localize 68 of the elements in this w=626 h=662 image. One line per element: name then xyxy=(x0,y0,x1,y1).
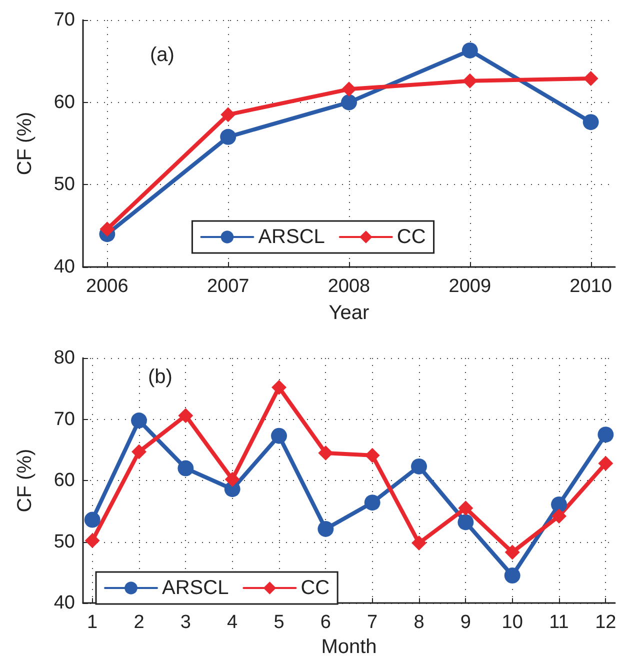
x-tick-label: 2008 xyxy=(328,276,370,297)
point xyxy=(411,458,427,474)
legend-label: CC xyxy=(300,577,330,599)
annotation: (b) xyxy=(148,366,172,388)
y-axis-title: CF (%) xyxy=(14,112,36,176)
point xyxy=(583,70,598,86)
point xyxy=(341,94,357,110)
legend-label: CC xyxy=(396,226,426,248)
point xyxy=(220,128,236,145)
point xyxy=(132,444,146,460)
x-tick-label: 3 xyxy=(180,612,191,634)
x-tick-label: 4 xyxy=(227,612,238,634)
x-tick-label: 10 xyxy=(502,612,523,634)
point xyxy=(224,472,240,487)
point xyxy=(458,514,474,530)
y-tick-label: 70 xyxy=(54,408,75,430)
y-tick-label: 50 xyxy=(54,531,75,552)
x-tick-label: 2010 xyxy=(570,276,612,297)
point xyxy=(462,73,478,88)
x-tick-label: 2007 xyxy=(206,276,250,297)
x-tick-label: 5 xyxy=(274,612,284,634)
point xyxy=(84,512,100,528)
x-tick-label: 6 xyxy=(320,612,331,634)
y-tick-label: 70 xyxy=(54,10,75,30)
x-axis-title: Month xyxy=(321,636,377,658)
x-tick-label: 2006 xyxy=(86,276,128,297)
point xyxy=(458,500,474,516)
point xyxy=(272,380,286,395)
point xyxy=(178,408,194,424)
x-tick-label: 9 xyxy=(460,612,471,634)
point xyxy=(364,494,380,511)
point xyxy=(504,568,520,584)
x-tick-label: 2009 xyxy=(448,276,492,297)
point xyxy=(552,508,566,524)
point xyxy=(131,412,147,428)
x-tick-label: 12 xyxy=(595,612,616,634)
point xyxy=(582,114,599,130)
y-tick-label: 40 xyxy=(54,592,75,614)
x-tick-label: 11 xyxy=(549,612,569,634)
point xyxy=(504,544,520,560)
y-tick-label: 60 xyxy=(54,470,75,492)
point xyxy=(551,496,567,512)
y-tick-label: 50 xyxy=(54,174,75,196)
point xyxy=(318,520,334,537)
y-axis-title: CF (%) xyxy=(14,448,36,512)
point xyxy=(412,536,426,551)
point xyxy=(462,42,478,58)
x-axis-title: Year xyxy=(328,302,370,324)
x-tick-label: 1 xyxy=(87,612,98,634)
point xyxy=(178,460,194,476)
point xyxy=(84,533,100,548)
point xyxy=(271,428,287,444)
point xyxy=(342,82,356,97)
point xyxy=(364,448,380,463)
x-tick-label: 2 xyxy=(134,612,144,634)
x-tick-label: 7 xyxy=(367,612,378,634)
point xyxy=(100,222,115,237)
y-tick-label: 60 xyxy=(54,92,75,113)
annotation: (a) xyxy=(150,44,174,66)
point xyxy=(220,107,236,122)
point xyxy=(598,426,614,443)
legend-label: ARSCL xyxy=(258,226,325,248)
y-tick-label: 80 xyxy=(54,348,75,368)
point xyxy=(598,456,614,471)
x-tick-label: 8 xyxy=(414,612,424,634)
y-tick-label: 40 xyxy=(54,256,75,278)
legend-label: ARSCL xyxy=(162,577,229,599)
point xyxy=(318,445,334,460)
